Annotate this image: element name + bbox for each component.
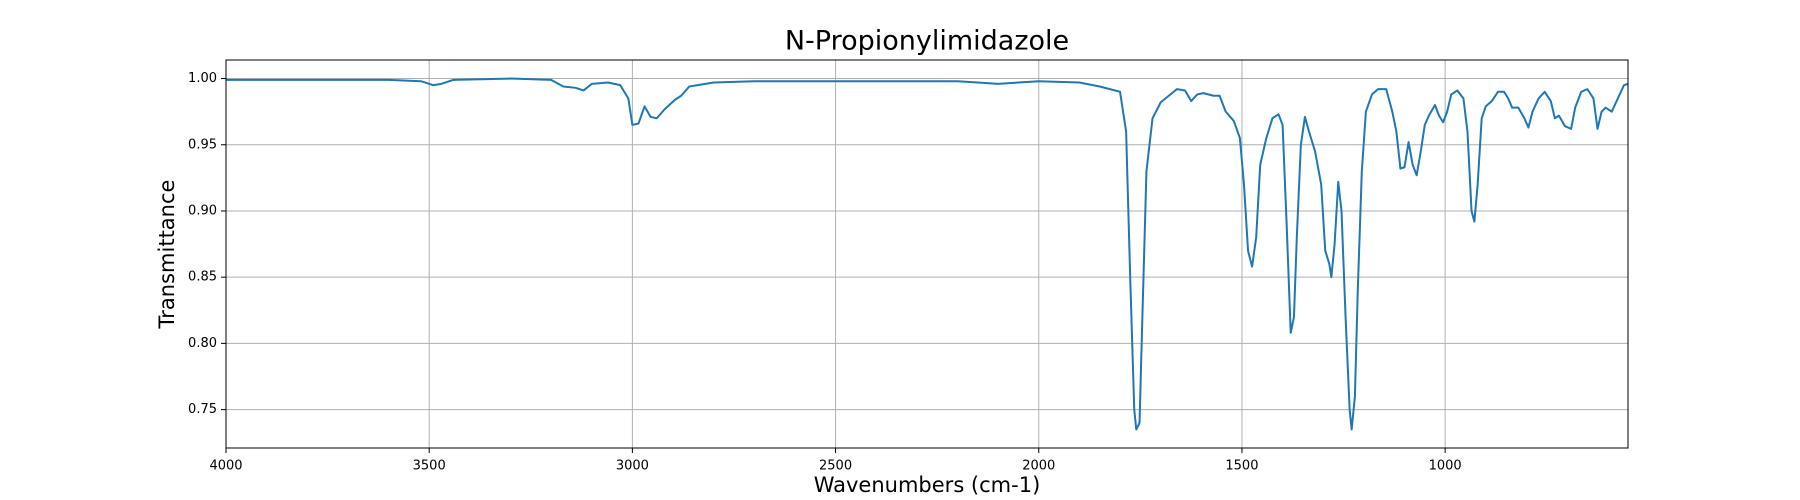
x-tick-label: 1000 (1429, 459, 1462, 474)
x-tick-label: 1500 (1225, 459, 1258, 474)
y-tick-label: 0.90 (188, 203, 217, 218)
y-tick-label: 1.00 (188, 71, 217, 86)
x-tick-label: 3500 (413, 459, 446, 474)
plot-frame (225, 59, 1629, 449)
y-tick-label: 0.85 (188, 270, 217, 285)
y-tick-label: 0.75 (188, 402, 217, 417)
chart-title: N-Propionylimidazole (785, 26, 1069, 57)
x-tick-label: 2500 (819, 459, 852, 474)
spectrum-line (226, 77, 1629, 431)
x-axis-label: Wavenumbers (cm-1) (814, 473, 1041, 497)
y-tick-label: 0.80 (188, 336, 217, 351)
y-axis-label: Transmittance (155, 180, 179, 330)
x-tick-label: 4000 (209, 459, 242, 474)
y-tick-label: 0.95 (188, 137, 217, 152)
x-tick-label: 2000 (1022, 459, 1055, 474)
x-tick-label: 3000 (616, 459, 649, 474)
